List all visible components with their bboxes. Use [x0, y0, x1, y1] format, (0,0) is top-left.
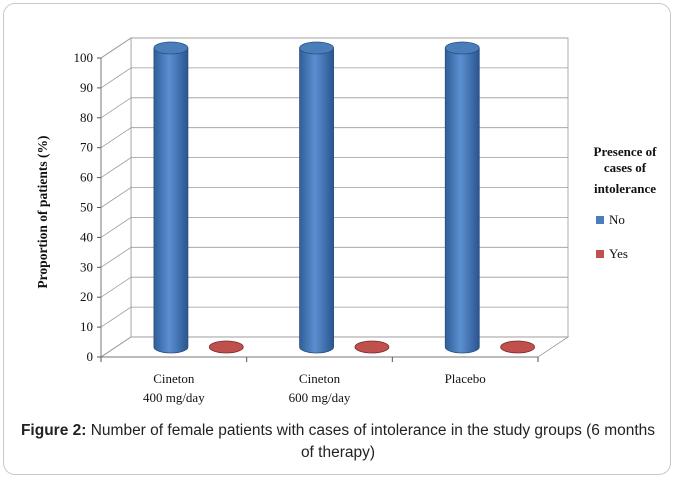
y-tick-label: 70 [80, 140, 93, 155]
legend-label-yes: Yes [609, 246, 628, 261]
chart-axes [97, 57, 539, 362]
chart-bars [153, 41, 536, 354]
y-tick-label: 90 [80, 80, 93, 95]
legend: Presence of cases of intolerance No Yes [594, 144, 658, 261]
bar-no [153, 41, 189, 354]
legend-label-no: No [609, 212, 625, 227]
x-tick-label: 400 mg/day [143, 390, 205, 405]
caption-label: Figure 2: [20, 422, 87, 439]
gridline-side [100, 37, 132, 59]
gridline-side [100, 157, 132, 178]
bar-yes [500, 340, 536, 354]
gridline-side [100, 336, 132, 358]
x-tick-label: 600 mg/day [289, 390, 351, 405]
bar-body [153, 47, 189, 354]
bar-no [444, 41, 480, 354]
y-axis-label: Proportion of patients (%) [35, 135, 50, 288]
y-tick-label: 60 [80, 170, 93, 185]
y-tick-label: 80 [80, 110, 93, 125]
figure-caption: Figure 2: Number of female patients with… [20, 420, 656, 464]
gridline-side [100, 97, 132, 119]
legend-title-line-2: cases of [604, 160, 647, 175]
bar-top [299, 41, 334, 55]
y-tick-label: 100 [74, 50, 94, 65]
x-tick-label: Cineton [299, 371, 341, 386]
x-tick-label: Cineton [153, 371, 195, 386]
bar-top [208, 340, 244, 354]
gridline-side [100, 67, 132, 89]
bar-body [299, 47, 334, 354]
bar-yes [208, 340, 244, 354]
legend-swatch-yes [596, 250, 604, 258]
bar-top [153, 41, 189, 55]
gridline-side [100, 187, 132, 208]
caption-text: Number of female patients with cases of … [90, 422, 656, 461]
gridline-side [100, 246, 132, 268]
bar-top [444, 41, 480, 55]
chart-labels: 0 10 20 30 40 50 60 70 80 90 100 Cineton 400 mg/day C… [74, 50, 486, 405]
gridline-side [100, 217, 132, 238]
y-tick-label: 20 [80, 289, 93, 304]
y-tick-label: 10 [80, 319, 93, 334]
bar-chart: 0 10 20 30 40 50 60 70 80 90 100 Cineton 400 mg/day C… [35, 37, 658, 405]
y-tick-label: 30 [80, 259, 93, 274]
bar-yes [354, 340, 390, 354]
gridline-side [100, 276, 132, 298]
x-tick-label: Placebo [445, 371, 486, 386]
legend-title-line-3: intolerance [594, 181, 656, 196]
legend-title-line-1: Presence of [594, 144, 658, 159]
bar-no [299, 41, 334, 354]
gridline-side [100, 127, 132, 149]
y-tick-label: 40 [80, 229, 93, 244]
y-tick-label: 0 [87, 349, 94, 364]
bar-body [444, 47, 480, 354]
gridline-side [100, 306, 132, 328]
y-tick-label: 50 [80, 200, 93, 215]
legend-swatch-no [596, 216, 604, 224]
bar-top [354, 340, 390, 354]
bar-top [500, 340, 536, 354]
